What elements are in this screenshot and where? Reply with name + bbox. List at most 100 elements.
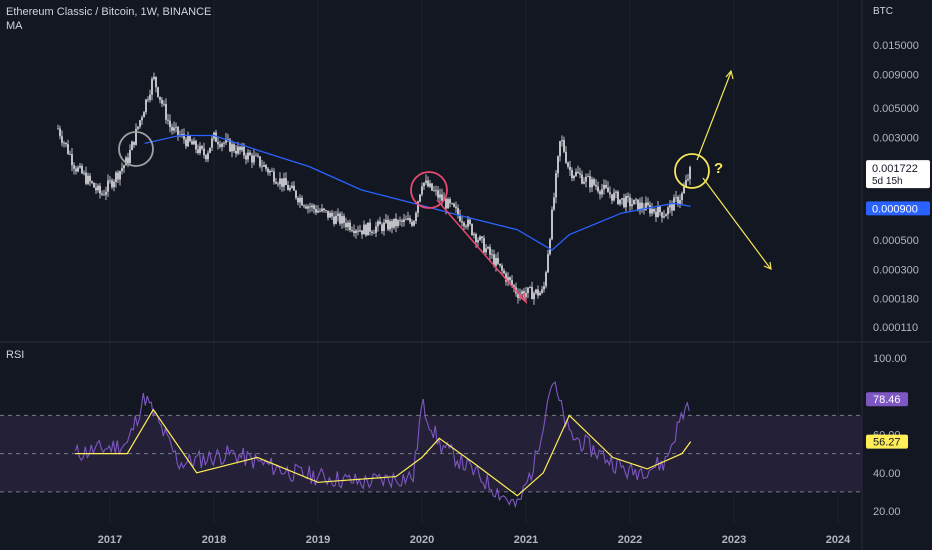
candle-body	[181, 134, 183, 135]
candle-body	[613, 192, 615, 201]
candle-body	[573, 175, 575, 179]
symbol-title: Ethereum Classic / Bitcoin, 1W, BINANCE	[6, 6, 212, 18]
candle-body	[591, 179, 593, 188]
candle-body	[683, 187, 685, 194]
candle-body	[521, 291, 523, 294]
candle-body	[637, 199, 639, 211]
candle-body	[203, 148, 205, 156]
candle-body	[501, 265, 503, 271]
candle-body	[235, 150, 237, 154]
candle-body	[223, 142, 225, 144]
candle-body	[455, 206, 457, 209]
candle-body	[133, 141, 135, 145]
candle-body	[565, 151, 567, 163]
candle-body	[447, 199, 449, 209]
candle-body	[355, 230, 357, 234]
candle-body	[97, 185, 99, 191]
time-tick-label: 2020	[410, 534, 434, 546]
candle-body	[69, 153, 71, 155]
candle-body	[659, 206, 661, 213]
candle-body	[79, 165, 81, 168]
candle-body	[539, 292, 541, 296]
candle-body	[119, 171, 121, 180]
candle-body	[395, 218, 397, 227]
candle-body	[609, 192, 611, 195]
candle-body	[387, 219, 389, 230]
candle-body	[347, 222, 349, 228]
candle-body	[175, 126, 177, 128]
candle-body	[259, 156, 261, 167]
candle-body	[645, 202, 647, 211]
candle-body	[649, 205, 651, 214]
annotation-yellow-down-arrow	[702, 177, 771, 269]
candle-body	[325, 210, 327, 211]
candle-body	[439, 194, 441, 198]
price-tick-label: 0.015000	[873, 40, 919, 52]
candle-body	[617, 191, 619, 205]
candle-body	[319, 210, 321, 212]
candle-body	[543, 286, 545, 290]
candle-body	[313, 205, 315, 209]
candle-body	[509, 277, 511, 281]
candle-body	[605, 184, 607, 188]
candle-body	[403, 219, 405, 222]
candle-body	[343, 216, 345, 224]
candle-body	[451, 203, 453, 205]
candle-body	[409, 218, 411, 222]
candle-body	[211, 138, 213, 148]
candle-body	[669, 203, 671, 208]
candle-body	[621, 198, 623, 200]
candle-body	[541, 289, 543, 293]
candle-body	[681, 193, 683, 201]
candle-body	[561, 140, 563, 142]
candle-body	[189, 135, 191, 142]
candle-body	[579, 173, 581, 175]
annotation-yellow-circle	[674, 153, 710, 189]
candle-body	[685, 180, 687, 188]
candle-body	[247, 152, 249, 160]
candle-body	[357, 230, 359, 232]
price-tick-label: 0.000300	[873, 264, 919, 276]
candle-body	[93, 182, 95, 188]
candle-body	[467, 219, 469, 227]
candle-body	[383, 222, 385, 232]
candle-body	[625, 195, 627, 208]
candle-body	[297, 197, 299, 203]
ma-indicator-label[interactable]: MA	[6, 20, 23, 32]
candle-body	[419, 194, 421, 202]
current-price-box	[866, 160, 930, 189]
candle-body	[631, 204, 633, 207]
candle-body	[249, 152, 251, 156]
candle-body	[651, 208, 653, 214]
annotation-yellow-down-arrowhead	[763, 261, 772, 270]
time-tick-label: 2017	[98, 534, 122, 546]
candle-body	[479, 236, 481, 241]
candle-body	[191, 141, 193, 145]
candle-body	[295, 190, 297, 198]
candle-body	[321, 208, 323, 212]
candle-body	[255, 155, 257, 157]
candle-body	[163, 103, 165, 105]
candle-body	[333, 216, 335, 224]
candle-body	[109, 180, 111, 182]
candle-body	[577, 171, 579, 174]
candle-body	[569, 166, 571, 171]
candle-body	[461, 221, 463, 223]
candle-body	[595, 184, 597, 187]
candle-body	[219, 144, 221, 147]
current-price-label: 0.001722	[872, 163, 918, 175]
candle-body	[677, 196, 679, 204]
candle-body	[359, 230, 361, 232]
candle-body	[511, 280, 513, 286]
candle-body	[503, 270, 505, 274]
candle-body	[177, 126, 179, 135]
candle-body	[389, 221, 391, 230]
candle-body	[231, 144, 233, 152]
candle-body	[85, 172, 87, 184]
candle-body	[61, 136, 63, 143]
candle-body	[555, 173, 557, 198]
candle-body	[183, 134, 185, 140]
candle-body	[205, 155, 207, 160]
